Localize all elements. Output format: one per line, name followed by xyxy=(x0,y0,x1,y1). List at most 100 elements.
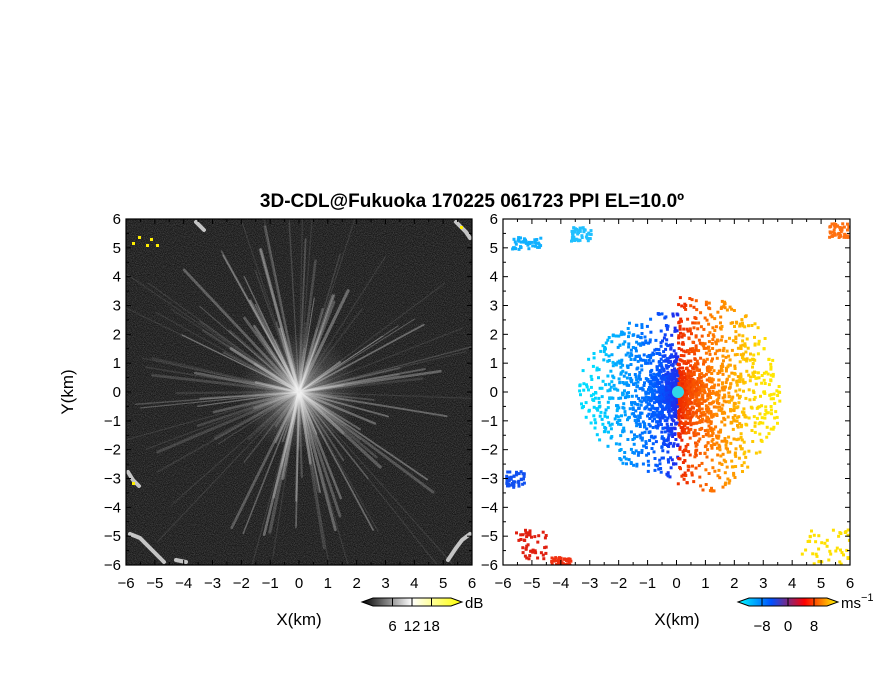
velocity-point xyxy=(724,355,728,359)
velocity-point xyxy=(636,355,640,358)
velocity-point xyxy=(594,391,597,394)
velocity-edge-point xyxy=(519,533,523,537)
velocity-point xyxy=(616,404,620,408)
velocity-edge-point xyxy=(831,230,835,234)
velocity-edge-point xyxy=(833,225,837,229)
velocity-point xyxy=(694,444,698,448)
velocity-point xyxy=(686,414,690,418)
velocity-ytick-label: −3 xyxy=(481,471,498,488)
velocity-edge-point xyxy=(839,562,843,565)
velocity-point xyxy=(703,399,707,403)
velocity-point xyxy=(703,316,707,320)
velocity-ytick-label: 1 xyxy=(490,355,498,372)
velocity-point xyxy=(636,380,640,384)
velocity-point xyxy=(624,457,628,461)
velocity-point xyxy=(677,415,681,419)
velocity-point xyxy=(733,414,737,418)
velocity-edge-point xyxy=(812,562,816,565)
velocity-point xyxy=(628,407,632,411)
velocity-edge-point xyxy=(534,244,537,248)
velocity-point xyxy=(710,359,714,363)
reflectivity-colorbar-ticklabel: 18 xyxy=(423,618,440,635)
velocity-point xyxy=(725,440,729,444)
velocity-point xyxy=(690,392,694,396)
velocity-point xyxy=(651,426,655,429)
velocity-point xyxy=(692,431,696,435)
velocity-point xyxy=(763,392,767,395)
velocity-edge-point xyxy=(589,232,593,236)
velocity-point xyxy=(654,375,658,379)
velocity-colorbar-ticklabel: 0 xyxy=(784,618,792,635)
velocity-point xyxy=(692,305,696,309)
reflectivity-echo xyxy=(446,532,472,562)
velocity-point xyxy=(662,407,666,411)
velocity-point xyxy=(710,372,714,375)
velocity-point xyxy=(616,415,620,419)
velocity-point xyxy=(739,353,743,357)
reflectivity-ytick-label: 4 xyxy=(113,269,121,286)
velocity-point xyxy=(633,373,637,376)
velocity-point xyxy=(771,374,775,378)
velocity-point xyxy=(706,441,710,445)
velocity-edge-point xyxy=(559,556,563,560)
velocity-point xyxy=(632,412,635,416)
velocity-edge-point xyxy=(505,481,509,485)
velocity-point xyxy=(673,427,677,431)
velocity-point xyxy=(666,416,670,420)
velocity-point xyxy=(643,422,647,426)
velocity-point xyxy=(706,419,710,423)
velocity-point xyxy=(695,402,699,406)
velocity-point xyxy=(697,404,701,408)
velocity-point xyxy=(741,379,745,383)
velocity-point xyxy=(616,360,620,364)
velocity-point xyxy=(684,367,688,371)
velocity-point xyxy=(694,432,698,436)
velocity-point xyxy=(664,388,668,392)
velocity-point xyxy=(730,421,734,425)
velocity-point xyxy=(613,417,617,421)
velocity-point xyxy=(767,432,771,436)
velocity-point xyxy=(711,378,715,382)
velocity-point xyxy=(730,408,734,412)
velocity-point xyxy=(658,388,662,392)
velocity-point xyxy=(606,359,610,363)
velocity-point xyxy=(694,441,697,445)
velocity-point xyxy=(618,361,622,365)
velocity-point xyxy=(686,329,690,333)
velocity-point xyxy=(769,405,773,408)
velocity-point xyxy=(674,462,678,466)
velocity-point xyxy=(707,387,711,391)
velocity-edge-point xyxy=(517,484,521,488)
velocity-point xyxy=(659,384,663,388)
velocity-point xyxy=(587,388,590,392)
velocity-point xyxy=(735,353,739,356)
velocity-point xyxy=(725,308,729,312)
velocity-point xyxy=(660,380,664,384)
velocity-point xyxy=(743,450,747,454)
reflectivity-ytick-label: 2 xyxy=(113,326,121,343)
velocity-point xyxy=(698,386,702,390)
velocity-point xyxy=(693,399,697,403)
velocity-edge-point xyxy=(589,229,593,233)
velocity-point xyxy=(659,357,663,361)
velocity-point xyxy=(689,304,693,308)
velocity-point xyxy=(686,397,690,401)
velocity-point xyxy=(637,374,641,378)
velocity-point xyxy=(649,382,653,386)
velocity-point xyxy=(676,405,680,409)
velocity-ytick-label: −5 xyxy=(481,528,498,545)
velocity-point xyxy=(655,395,659,399)
velocity-point xyxy=(614,414,618,418)
velocity-point xyxy=(733,353,737,357)
velocity-point xyxy=(609,436,613,440)
velocity-point xyxy=(701,488,705,492)
velocity-point xyxy=(596,408,600,412)
velocity-point xyxy=(639,335,643,339)
velocity-point xyxy=(737,437,741,441)
velocity-point xyxy=(717,396,721,400)
velocity-point xyxy=(608,388,612,392)
velocity-point xyxy=(730,459,734,463)
reflectivity-xtick-label: 2 xyxy=(352,575,360,592)
velocity-point xyxy=(613,387,616,391)
velocity-point xyxy=(592,414,596,418)
